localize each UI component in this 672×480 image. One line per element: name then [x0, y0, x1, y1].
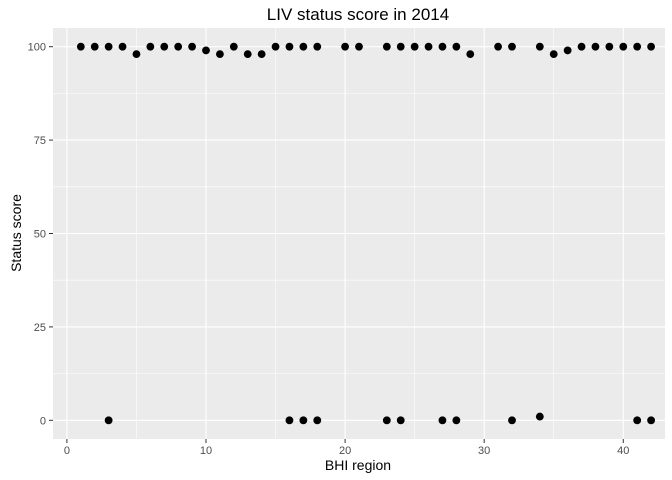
data-point [508, 42, 516, 51]
data-point [257, 50, 266, 59]
y-tick-label: 50 [34, 229, 46, 241]
data-point [188, 42, 196, 51]
data-point [118, 42, 127, 51]
y-tick-label: 0 [40, 415, 46, 427]
data-point [563, 46, 572, 55]
major-gridlines [53, 28, 665, 439]
data-point [605, 42, 614, 51]
data-point [229, 42, 238, 51]
data-point [160, 42, 169, 51]
data-point [104, 42, 113, 51]
data-point [452, 42, 461, 51]
data-point [424, 42, 433, 51]
data-point [146, 42, 155, 51]
data-point [132, 50, 141, 59]
data-point [452, 416, 461, 425]
data-point [243, 50, 252, 59]
data-point [396, 416, 405, 425]
data-point [90, 42, 99, 51]
x-tick-label: 10 [200, 445, 212, 457]
data-point [341, 42, 349, 51]
y-axis-title: Status score [8, 194, 24, 272]
data-point [104, 416, 113, 425]
y-tick-label: 25 [34, 322, 46, 334]
y-tick-label: 100 [28, 42, 46, 54]
data-point [202, 46, 210, 55]
x-tick-label: 0 [64, 445, 70, 457]
data-point [577, 42, 586, 51]
data-point [535, 412, 544, 421]
data-point [619, 42, 628, 51]
data-point [76, 42, 85, 51]
data-point [494, 42, 502, 51]
data-point [299, 416, 308, 425]
data-point [591, 42, 600, 51]
y-axis-ticks: 0 25 50 75 100 [28, 42, 53, 427]
x-axis-ticks: 0 10 20 30 40 [64, 439, 629, 457]
data-point [438, 416, 447, 425]
data-point [313, 416, 322, 425]
y-tick-label: 75 [34, 135, 46, 147]
data-point [410, 42, 419, 51]
x-axis-title: BHI region [325, 457, 391, 473]
data-point [299, 42, 308, 51]
data-point [508, 416, 516, 425]
data-point [285, 416, 294, 425]
data-point [647, 42, 655, 51]
data-point [382, 42, 391, 51]
data-point [647, 416, 655, 425]
data-point [535, 42, 544, 51]
data-point [216, 50, 224, 59]
data-point [355, 42, 363, 51]
chart-title: LIV status score in 2014 [267, 5, 449, 24]
data-point [438, 42, 447, 51]
data-point [549, 50, 558, 59]
x-tick-label: 30 [478, 445, 490, 457]
data-point [382, 416, 391, 425]
data-point [174, 42, 183, 51]
data-point [633, 42, 642, 51]
data-point [313, 42, 322, 51]
x-tick-label: 40 [617, 445, 629, 457]
data-point [396, 42, 405, 51]
x-tick-label: 20 [339, 445, 351, 457]
data-point [466, 50, 475, 59]
data-point [633, 416, 642, 425]
data-point [285, 42, 294, 51]
data-point [271, 42, 280, 51]
data-points [76, 42, 655, 425]
